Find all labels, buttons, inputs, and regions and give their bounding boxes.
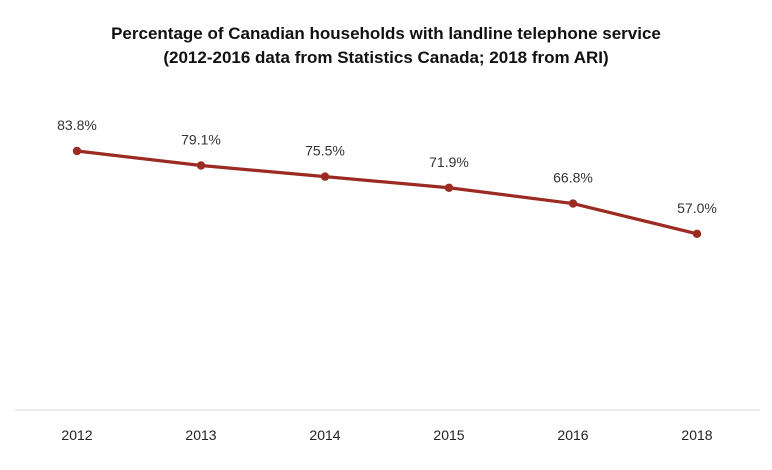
x-tick-labels: 2012 2013 2014 2015 2016 2018	[61, 427, 712, 443]
data-label-2018: 57.0%	[677, 200, 717, 216]
data-point-2013	[196, 161, 206, 170]
data-point-2018	[692, 229, 702, 239]
chart-subtitle: (2012-2016 data from Statistics Canada; …	[163, 48, 609, 67]
data-points	[72, 146, 702, 239]
x-tick-label-2016: 2016	[557, 427, 588, 443]
data-label-2016: 66.8%	[553, 170, 593, 186]
x-tick-label-2014: 2014	[309, 427, 340, 443]
series-line	[75, 149, 699, 236]
x-tick-label-2012: 2012	[61, 427, 92, 443]
data-point-2014	[320, 172, 330, 181]
chart-title-block: Percentage of Canadian households with l…	[0, 22, 772, 70]
data-label-2013: 79.1%	[181, 132, 221, 148]
x-tick-label-2013: 2013	[185, 427, 216, 443]
data-point-2015	[444, 183, 454, 192]
data-point-2012	[72, 146, 82, 156]
chart-title: Percentage of Canadian households with l…	[111, 24, 661, 43]
data-labels: 83.8% 79.1% 75.5% 71.9% 66.8% 57.0%	[57, 117, 717, 216]
data-label-2012: 83.8%	[57, 117, 97, 133]
x-tick-label-2018: 2018	[681, 427, 712, 443]
data-label-2015: 71.9%	[429, 154, 469, 170]
data-label-2014: 75.5%	[305, 143, 345, 159]
data-point-2016	[568, 199, 578, 208]
x-tick-label-2015: 2015	[433, 427, 464, 443]
